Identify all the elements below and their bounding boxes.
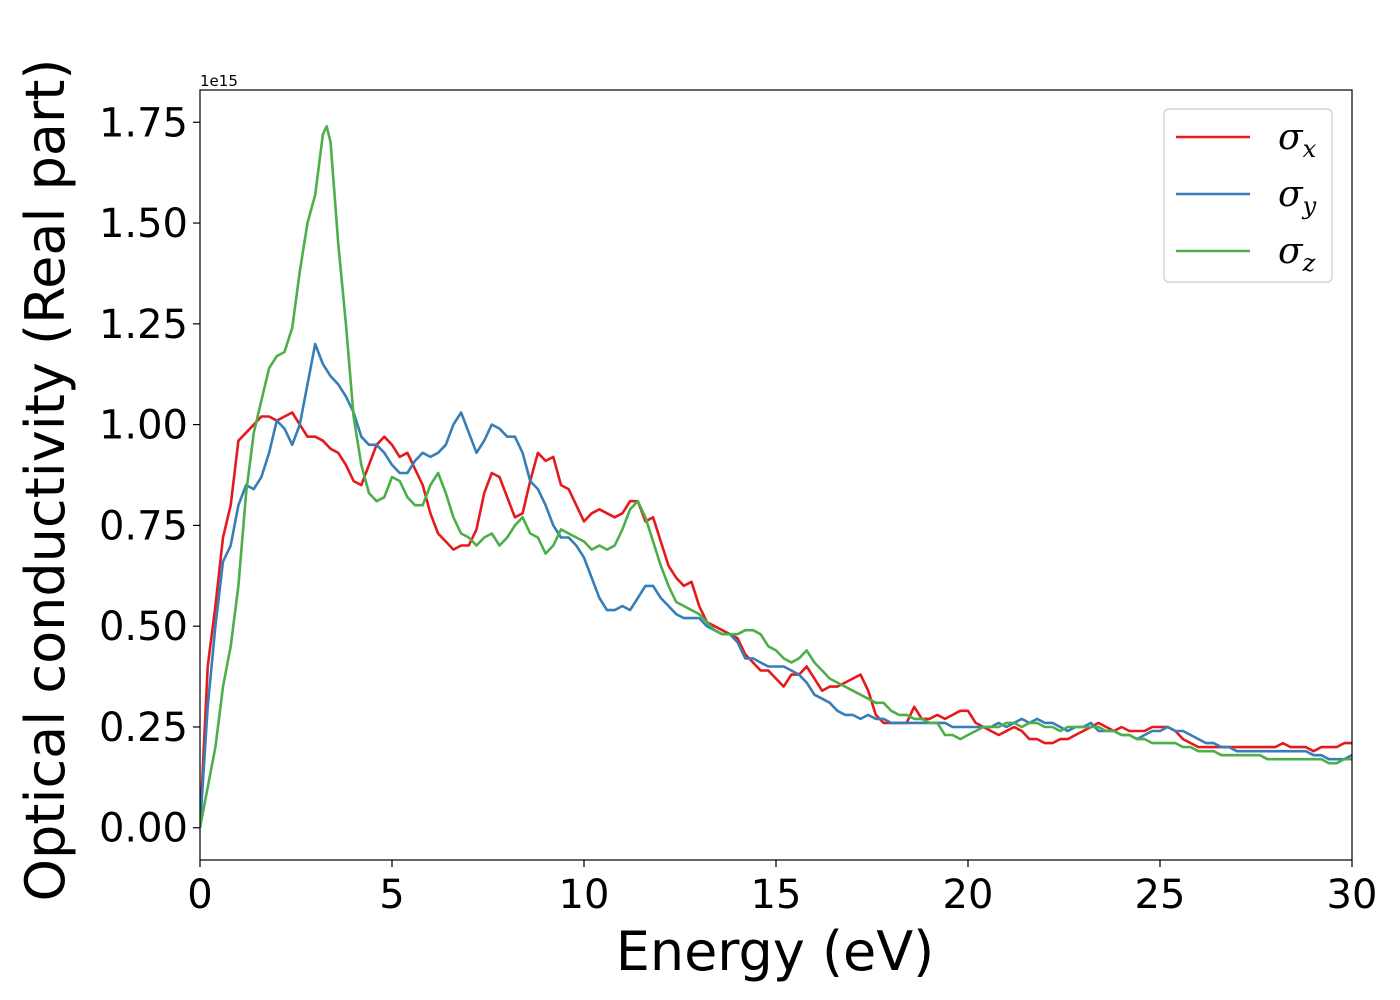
series-lines [200, 125, 1352, 828]
x-tick-label: 10 [559, 872, 610, 918]
axes: 0 5 10 15 20 25 30 0.00 0.25 0.50 0.75 1.00 1.25 1.50… [99, 89, 1378, 918]
y-offset-label: 1e15 [200, 72, 238, 90]
y-tick-label: 1.25 [99, 302, 188, 348]
series-line-y [200, 342, 1352, 828]
legend: σx σy σz [1163, 108, 1333, 283]
legend-box [1163, 108, 1333, 283]
series-line-x [200, 411, 1352, 828]
x-tick-label: 20 [943, 872, 994, 918]
series-line-z [200, 125, 1352, 828]
x-tick-label: 25 [1135, 872, 1186, 918]
y-tick-label: 0.25 [99, 705, 188, 751]
legend-label-z: σz [1278, 231, 1316, 277]
y-tick-label: 0.00 [99, 806, 188, 852]
legend-label-y: σy [1278, 174, 1317, 220]
y-tick-label: 1.50 [99, 201, 188, 247]
x-axis-label: Energy (eV) [616, 920, 935, 983]
legend-label-x: σx [1278, 117, 1317, 163]
y-tick-label: 0.75 [99, 503, 188, 549]
y-tick-label: 1.75 [99, 100, 188, 146]
y-tick-label: 0.50 [99, 604, 188, 650]
y-axis-label: Optical conductivity (Real part) [14, 59, 77, 902]
x-tick-label: 0 [187, 872, 212, 918]
y-tick-label: 1.00 [99, 403, 188, 449]
x-tick-label: 30 [1327, 872, 1378, 918]
x-tick-label: 5 [379, 872, 404, 918]
x-tick-label: 15 [751, 872, 802, 918]
